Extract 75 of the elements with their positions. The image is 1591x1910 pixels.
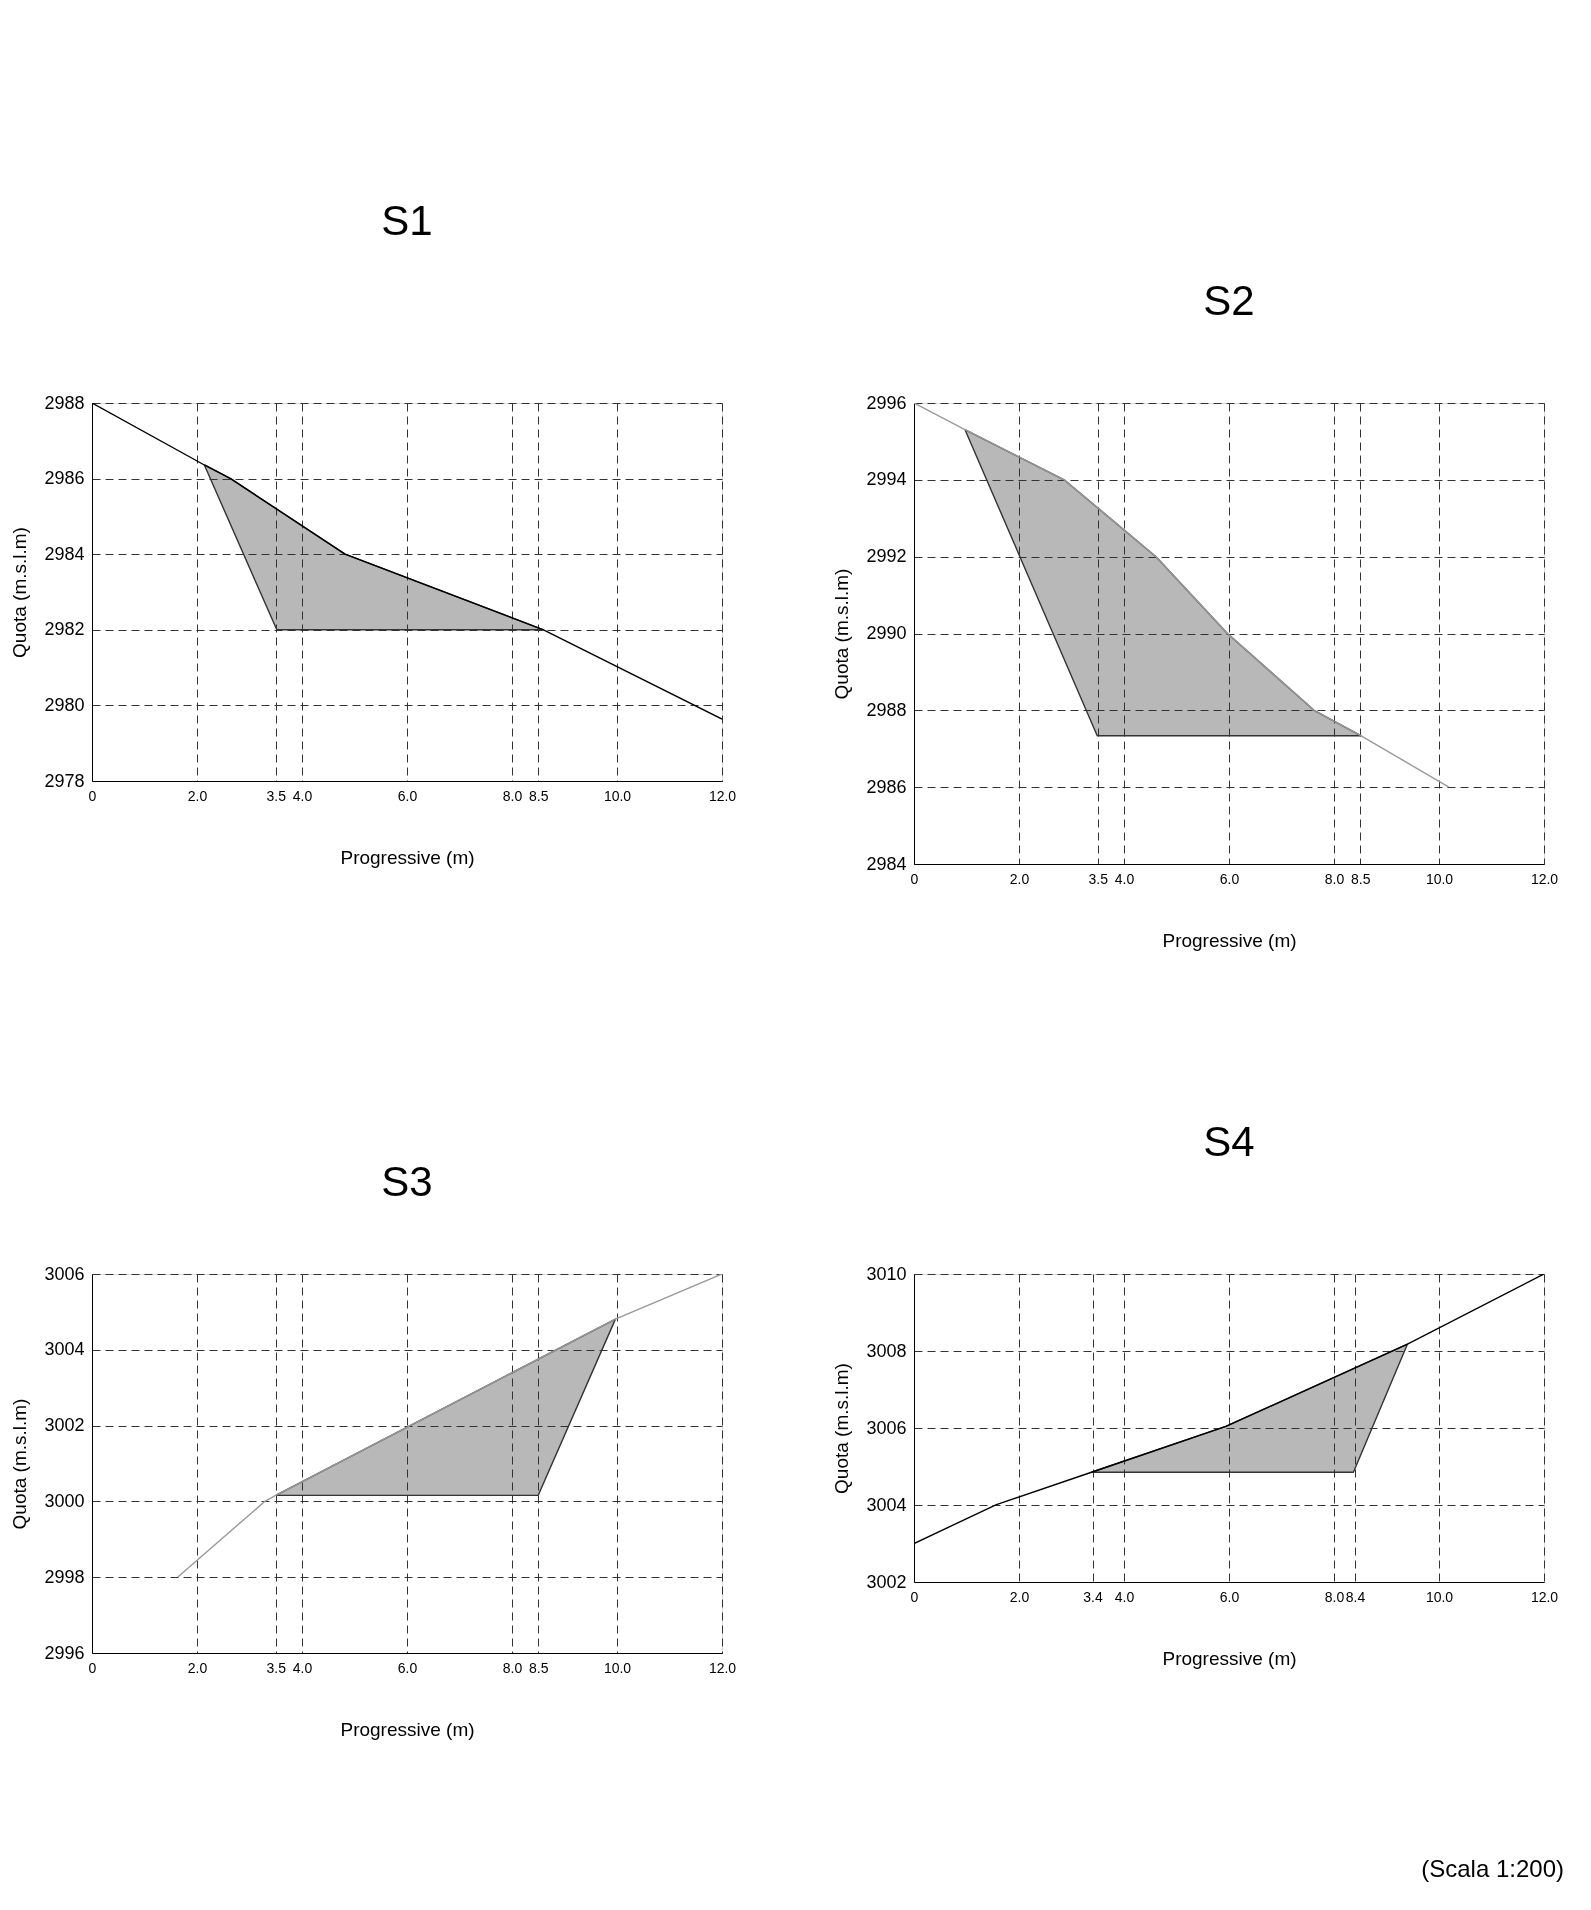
- x-tick-label: 8.0: [502, 787, 523, 804]
- x-tick-label: 12.0: [1530, 870, 1559, 887]
- x-tick-label: 8.0: [502, 1659, 523, 1676]
- x-tick-label: 4.0: [292, 787, 313, 804]
- x-tick-label: 12.0: [708, 1659, 737, 1676]
- line-series: [914, 403, 1450, 788]
- y-tick-label: 2978: [44, 770, 85, 791]
- y-axis-title: Quota (m.s.l.m): [831, 568, 853, 700]
- x-tick-label: 2.0: [187, 787, 208, 804]
- x-tick-label: 10.0: [1425, 1588, 1454, 1605]
- x-tick-label: 6.0: [397, 1659, 418, 1676]
- y-tick-label: 2988: [866, 699, 907, 720]
- y-tick-label: 2986: [866, 776, 907, 797]
- x-tick-label: 0: [910, 870, 919, 887]
- x-tick-label: 8.5: [529, 787, 549, 804]
- y-tick-label: 3004: [44, 1339, 85, 1360]
- y-tick-label: 2986: [44, 468, 85, 489]
- x-axis-title: Progressive (m): [1162, 929, 1297, 951]
- x-tick-label: 8.4: [1345, 1588, 1366, 1605]
- x-tick-label: 2.0: [187, 1659, 208, 1676]
- y-tick-label: 3000: [44, 1490, 85, 1511]
- x-tick-label: 6.0: [1219, 870, 1240, 887]
- y-tick-label: 2996: [44, 1642, 85, 1663]
- x-tick-label: 2.0: [1009, 870, 1030, 887]
- x-tick-label: 4.0: [1114, 1588, 1135, 1605]
- x-tick-label: 10.0: [603, 1659, 632, 1676]
- x-tick-label: 0: [88, 1659, 97, 1676]
- x-tick-label: 3.5: [1088, 870, 1109, 887]
- text: (Scala 1:200): [1421, 1855, 1564, 1882]
- chart-title: S3: [381, 1158, 433, 1205]
- y-tick-label: 3004: [866, 1494, 907, 1515]
- x-tick-label: 6.0: [397, 787, 418, 804]
- x-tick-label: 4.0: [292, 1659, 313, 1676]
- x-tick-label: 8.5: [529, 1659, 549, 1676]
- y-tick-label: 3010: [866, 1263, 907, 1284]
- x-tick-label: 8.0: [1324, 1588, 1345, 1605]
- x-tick-label: 12.0: [708, 787, 737, 804]
- x-tick-label: 0: [88, 787, 97, 804]
- x-tick-label: 0: [910, 1588, 919, 1605]
- x-tick-label: 3.5: [266, 1659, 287, 1676]
- x-tick-label: 3.4: [1083, 1588, 1103, 1605]
- y-axis-title: Quota (m.s.l.m): [831, 1363, 853, 1494]
- y-tick-label: 2998: [44, 1566, 85, 1587]
- x-axis-title: Progressive (m): [340, 1718, 475, 1740]
- x-tick-label: 12.0: [1530, 1588, 1559, 1605]
- x-axis-title: Progressive (m): [1162, 1647, 1297, 1669]
- x-tick-label: 3.5: [266, 787, 287, 804]
- x-axis-title: Progressive (m): [340, 846, 475, 868]
- y-axis-title: Quota (m.s.l.m): [9, 527, 31, 658]
- x-tick-label: 10.0: [1425, 870, 1454, 887]
- line-series: [176, 1274, 722, 1578]
- y-tick-label: 2996: [866, 392, 907, 413]
- y-tick-label: 2988: [44, 392, 85, 413]
- chart-title: S4: [1203, 1118, 1255, 1165]
- y-tick-label: 2982: [44, 619, 85, 640]
- x-tick-label: 8.0: [1324, 870, 1345, 887]
- chart-title: S2: [1203, 277, 1255, 324]
- chart-title: S1: [381, 197, 433, 244]
- y-tick-label: 2990: [866, 623, 907, 643]
- y-tick-label: 2984: [44, 543, 85, 564]
- x-tick-label: 6.0: [1219, 1588, 1240, 1605]
- x-tick-label: 2.0: [1009, 1588, 1030, 1605]
- y-tick-label: 2980: [44, 694, 85, 715]
- y-tick-label: 2984: [866, 853, 907, 874]
- x-tick-label: 10.0: [603, 787, 632, 804]
- y-tick-label: 2994: [866, 469, 907, 490]
- x-tick-label: 4.0: [1114, 870, 1135, 887]
- y-tick-label: 3002: [866, 1571, 907, 1592]
- y-tick-label: 3006: [44, 1263, 85, 1284]
- x-tick-label: 8.5: [1351, 870, 1371, 887]
- y-tick-label: 3002: [44, 1415, 85, 1436]
- y-tick-label: 3008: [866, 1340, 907, 1361]
- y-axis-title: Quota (m.s.l.m): [9, 1398, 31, 1530]
- y-tick-label: 2992: [866, 546, 907, 567]
- y-tick-label: 3006: [866, 1417, 907, 1438]
